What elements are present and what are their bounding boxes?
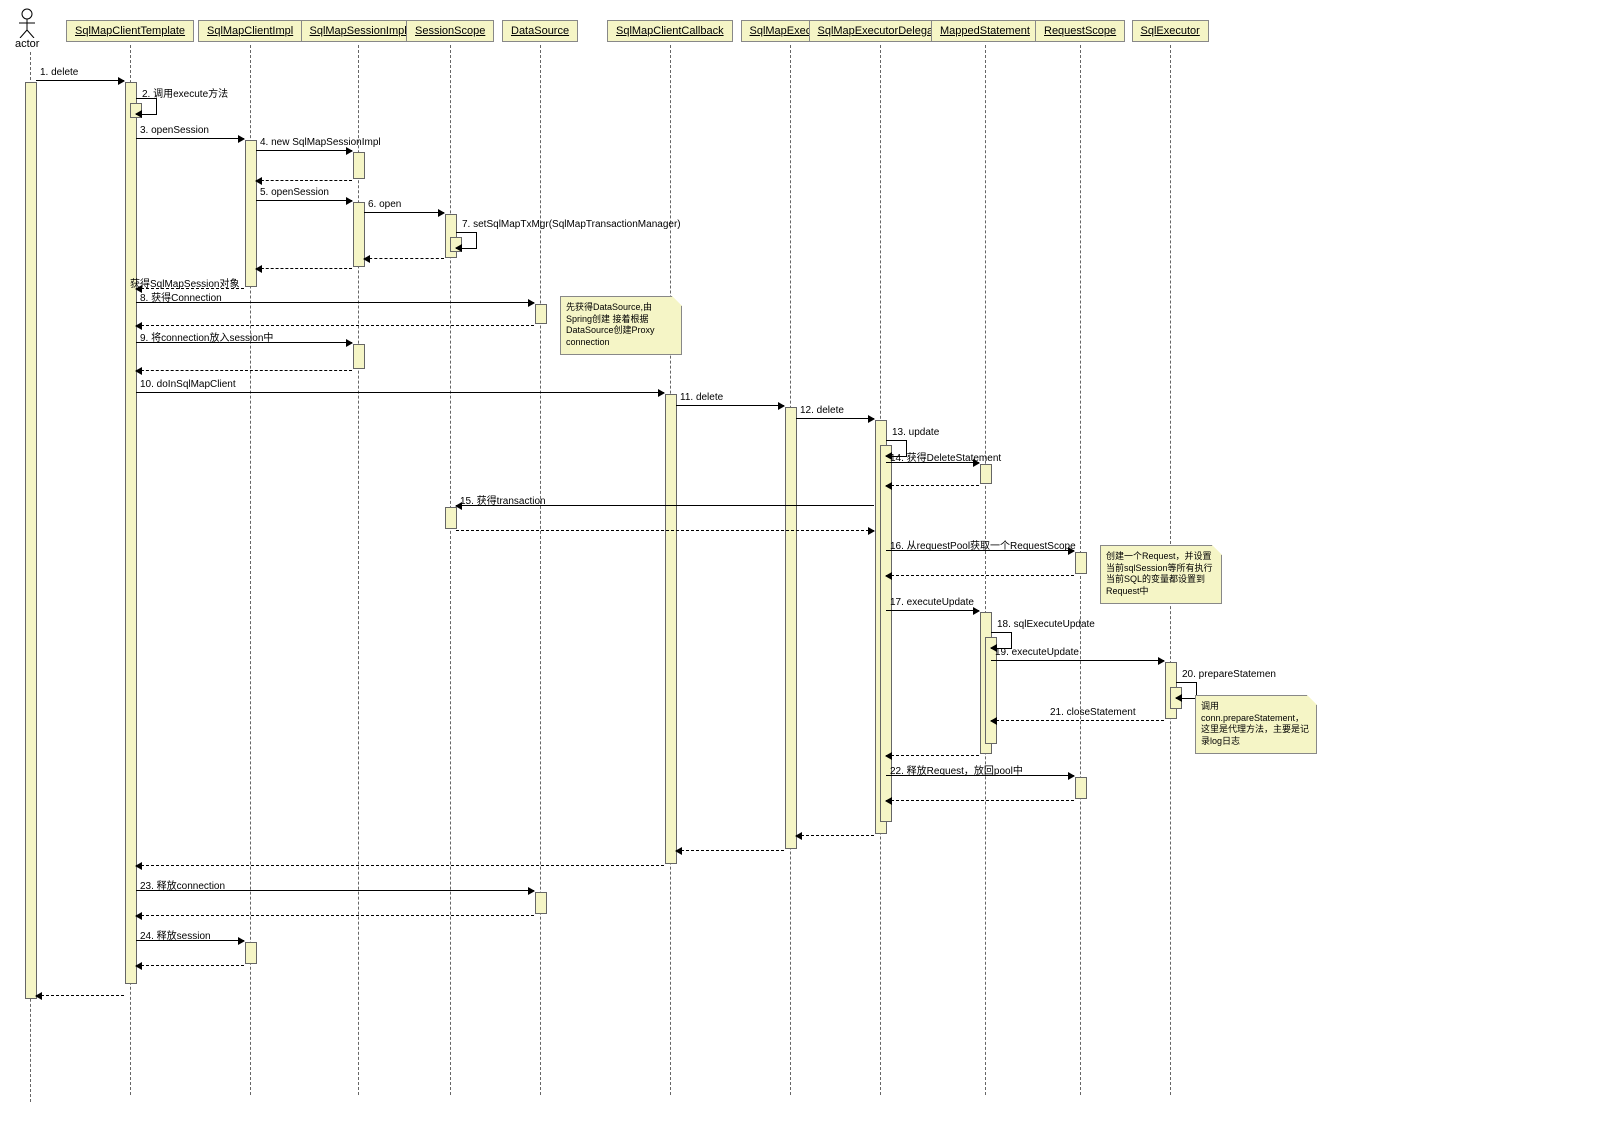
activation xyxy=(353,344,365,369)
message-label: 5. openSession xyxy=(260,187,329,198)
message-label: 11. delete xyxy=(680,392,723,403)
message-arrow xyxy=(136,915,534,916)
message-label: 21. closeStatement xyxy=(1050,707,1136,718)
message-label: 9. 将connection放入session中 xyxy=(140,329,273,344)
activation xyxy=(1075,552,1087,574)
activation xyxy=(535,892,547,914)
participant-p2: SqlMapSessionImpl xyxy=(301,20,416,42)
activation xyxy=(785,407,797,849)
actor-label: actor xyxy=(15,38,39,50)
message-label: 4. new SqlMapSessionImpl xyxy=(260,137,381,148)
note: 先获得DataSource,由Spring创建 接着根据DataSource创建… xyxy=(560,296,682,355)
activation xyxy=(535,304,547,324)
message-arrow xyxy=(36,995,124,996)
message-label: 22. 释放Request，放回pool中 xyxy=(890,762,1023,777)
message-arrow xyxy=(886,755,979,756)
activation xyxy=(445,507,457,529)
participant-p4: DataSource xyxy=(502,20,578,42)
message-label: 6. open xyxy=(368,199,401,210)
participant-p7: SqlMapExecutorDelegate xyxy=(809,20,952,42)
message-label: 14. 获得DeleteStatement xyxy=(890,449,1001,464)
participant-p10: SqlExecutor xyxy=(1132,20,1209,42)
message-arrow xyxy=(364,258,444,259)
participant-p3: SessionScope xyxy=(406,20,494,42)
activation xyxy=(125,82,137,984)
activation xyxy=(1075,777,1087,799)
message-arrow xyxy=(136,370,352,371)
message-arrow xyxy=(36,80,124,81)
actor: actor xyxy=(15,8,39,50)
participant-p1: SqlMapClientImpl xyxy=(198,20,302,42)
message-label: 3. openSession xyxy=(140,125,209,136)
message-arrow xyxy=(886,485,979,486)
activation xyxy=(980,464,992,484)
participant-p0: SqlMapClientTemplate xyxy=(66,20,194,42)
note: 创建一个Request，并设置当前sqlSession等所有执行当前SQL的变量… xyxy=(1100,545,1222,604)
message-arrow xyxy=(256,200,352,201)
message-arrow xyxy=(136,392,664,393)
message-arrow xyxy=(136,865,664,866)
message-label: 12. delete xyxy=(800,405,844,416)
message-arrow xyxy=(136,138,244,139)
message-arrow xyxy=(886,610,979,611)
message-arrow xyxy=(886,800,1074,801)
participant-p9: RequestScope xyxy=(1035,20,1125,42)
message-label: 18. sqlExecuteUpdate xyxy=(997,619,1095,630)
lifeline xyxy=(540,45,541,1095)
message-arrow xyxy=(136,965,244,966)
self-arrow xyxy=(456,232,477,249)
lifeline xyxy=(450,45,451,1095)
message-label: 16. 从requestPool获取一个RequestScope xyxy=(890,537,1076,552)
message-arrow xyxy=(796,418,874,419)
message-label: 1. delete xyxy=(40,67,78,78)
message-arrow xyxy=(364,212,444,213)
message-label: 17. executeUpdate xyxy=(890,597,974,608)
message-arrow xyxy=(256,150,352,151)
message-label: 13. update xyxy=(892,427,939,438)
message-label: 获得SqlMapSession对象 xyxy=(130,275,239,290)
message-label: 10. doInSqlMapClient xyxy=(140,379,236,390)
note: 调用conn.prepareStatement，这里是代理方法，主要是记录log… xyxy=(1195,695,1317,754)
message-arrow xyxy=(256,268,352,269)
sequence-diagram: actor SqlMapClientTemplateSqlMapClientImp… xyxy=(0,0,1609,1147)
message-label: 23. 释放connection xyxy=(140,877,225,892)
message-label: 8. 获得Connection xyxy=(140,289,222,304)
message-label: 24. 释放session xyxy=(140,927,211,942)
message-label: 19. executeUpdate xyxy=(995,647,1079,658)
message-arrow xyxy=(456,530,874,531)
self-arrow xyxy=(136,98,157,115)
message-label: 15. 获得transaction xyxy=(460,492,546,507)
participant-p5: SqlMapClientCallback xyxy=(607,20,733,42)
message-arrow xyxy=(136,325,534,326)
message-label: 20. prepareStatemen xyxy=(1182,669,1276,680)
message-arrow xyxy=(676,850,784,851)
message-arrow xyxy=(991,660,1164,661)
message-arrow xyxy=(676,405,784,406)
activation xyxy=(245,942,257,964)
message-arrow xyxy=(256,180,352,181)
message-arrow xyxy=(991,720,1164,721)
message-arrow xyxy=(796,835,874,836)
activation xyxy=(353,152,365,179)
self-arrow xyxy=(1176,682,1197,699)
participant-p8: MappedStatement xyxy=(931,20,1039,42)
message-arrow xyxy=(886,575,1074,576)
message-label: 7. setSqlMapTxMgr(SqlMapTransactionManag… xyxy=(462,219,681,230)
activation xyxy=(25,82,37,999)
lifeline xyxy=(985,45,986,1095)
activation xyxy=(665,394,677,864)
